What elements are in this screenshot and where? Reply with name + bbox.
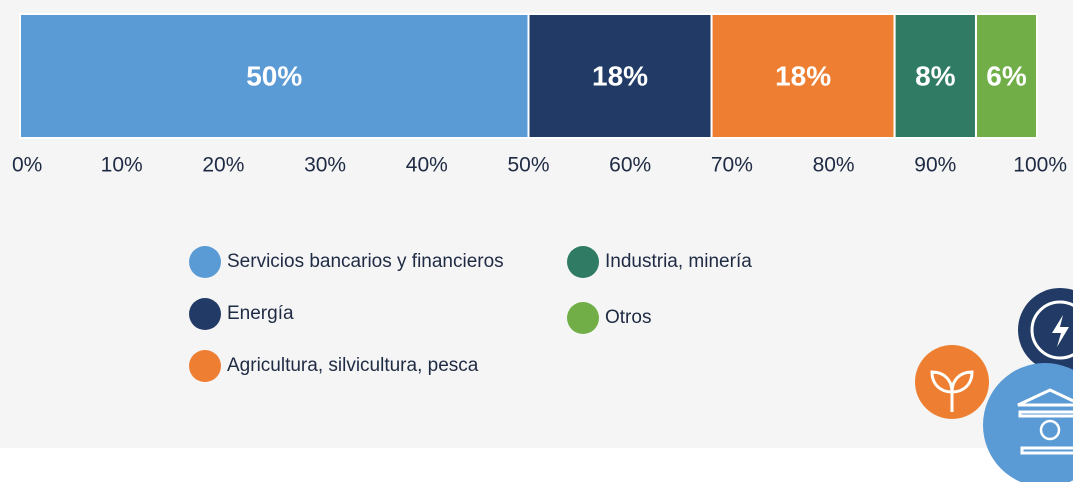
x-tick-label: 10% [101,154,143,177]
legend-label: Otros [605,307,651,328]
x-tick-label: 60% [609,154,651,177]
x-tick-label: 0% [12,154,42,177]
energy-icon [1018,288,1073,372]
bank-icon-coin [1039,419,1061,441]
bar-segment [19,13,530,139]
data-label: 18% [592,60,648,91]
plant-icon-shape [930,370,974,412]
x-tick-label: 90% [914,154,956,177]
x-tick-label: 100% [1013,154,1067,177]
bar-segment [710,13,896,139]
legend-label: Agricultura, silvicultura, pesca [227,355,479,376]
x-tick-label: 20% [202,154,244,177]
data-label: 6% [986,60,1027,91]
energy-icon-bolt [1052,315,1069,347]
energy-icon-ring [1030,300,1073,360]
legend-label: Servicios bancarios y financieros [227,251,504,272]
data-label: 8% [915,60,956,91]
legend-label: Energía [227,303,294,324]
legend-swatch [567,246,599,278]
x-tick-label: 40% [406,154,448,177]
x-tick-label: 80% [813,154,855,177]
plant-icon [915,345,989,419]
bank-icon-shape [1017,388,1073,455]
x-tick-label: 30% [304,154,346,177]
x-tick-label: 50% [507,154,549,177]
bar-segment [974,13,1038,139]
x-tick-label: 70% [711,154,753,177]
legend-swatch [567,302,599,334]
legend-swatch [189,246,221,278]
legend-swatch [189,350,221,382]
legend-label: Industria, minería [605,251,752,272]
legend-swatch [189,298,221,330]
data-label: 18% [775,60,831,91]
data-label: 50% [246,60,302,91]
decorative-icons [915,288,1073,482]
bar-segment [527,13,713,139]
